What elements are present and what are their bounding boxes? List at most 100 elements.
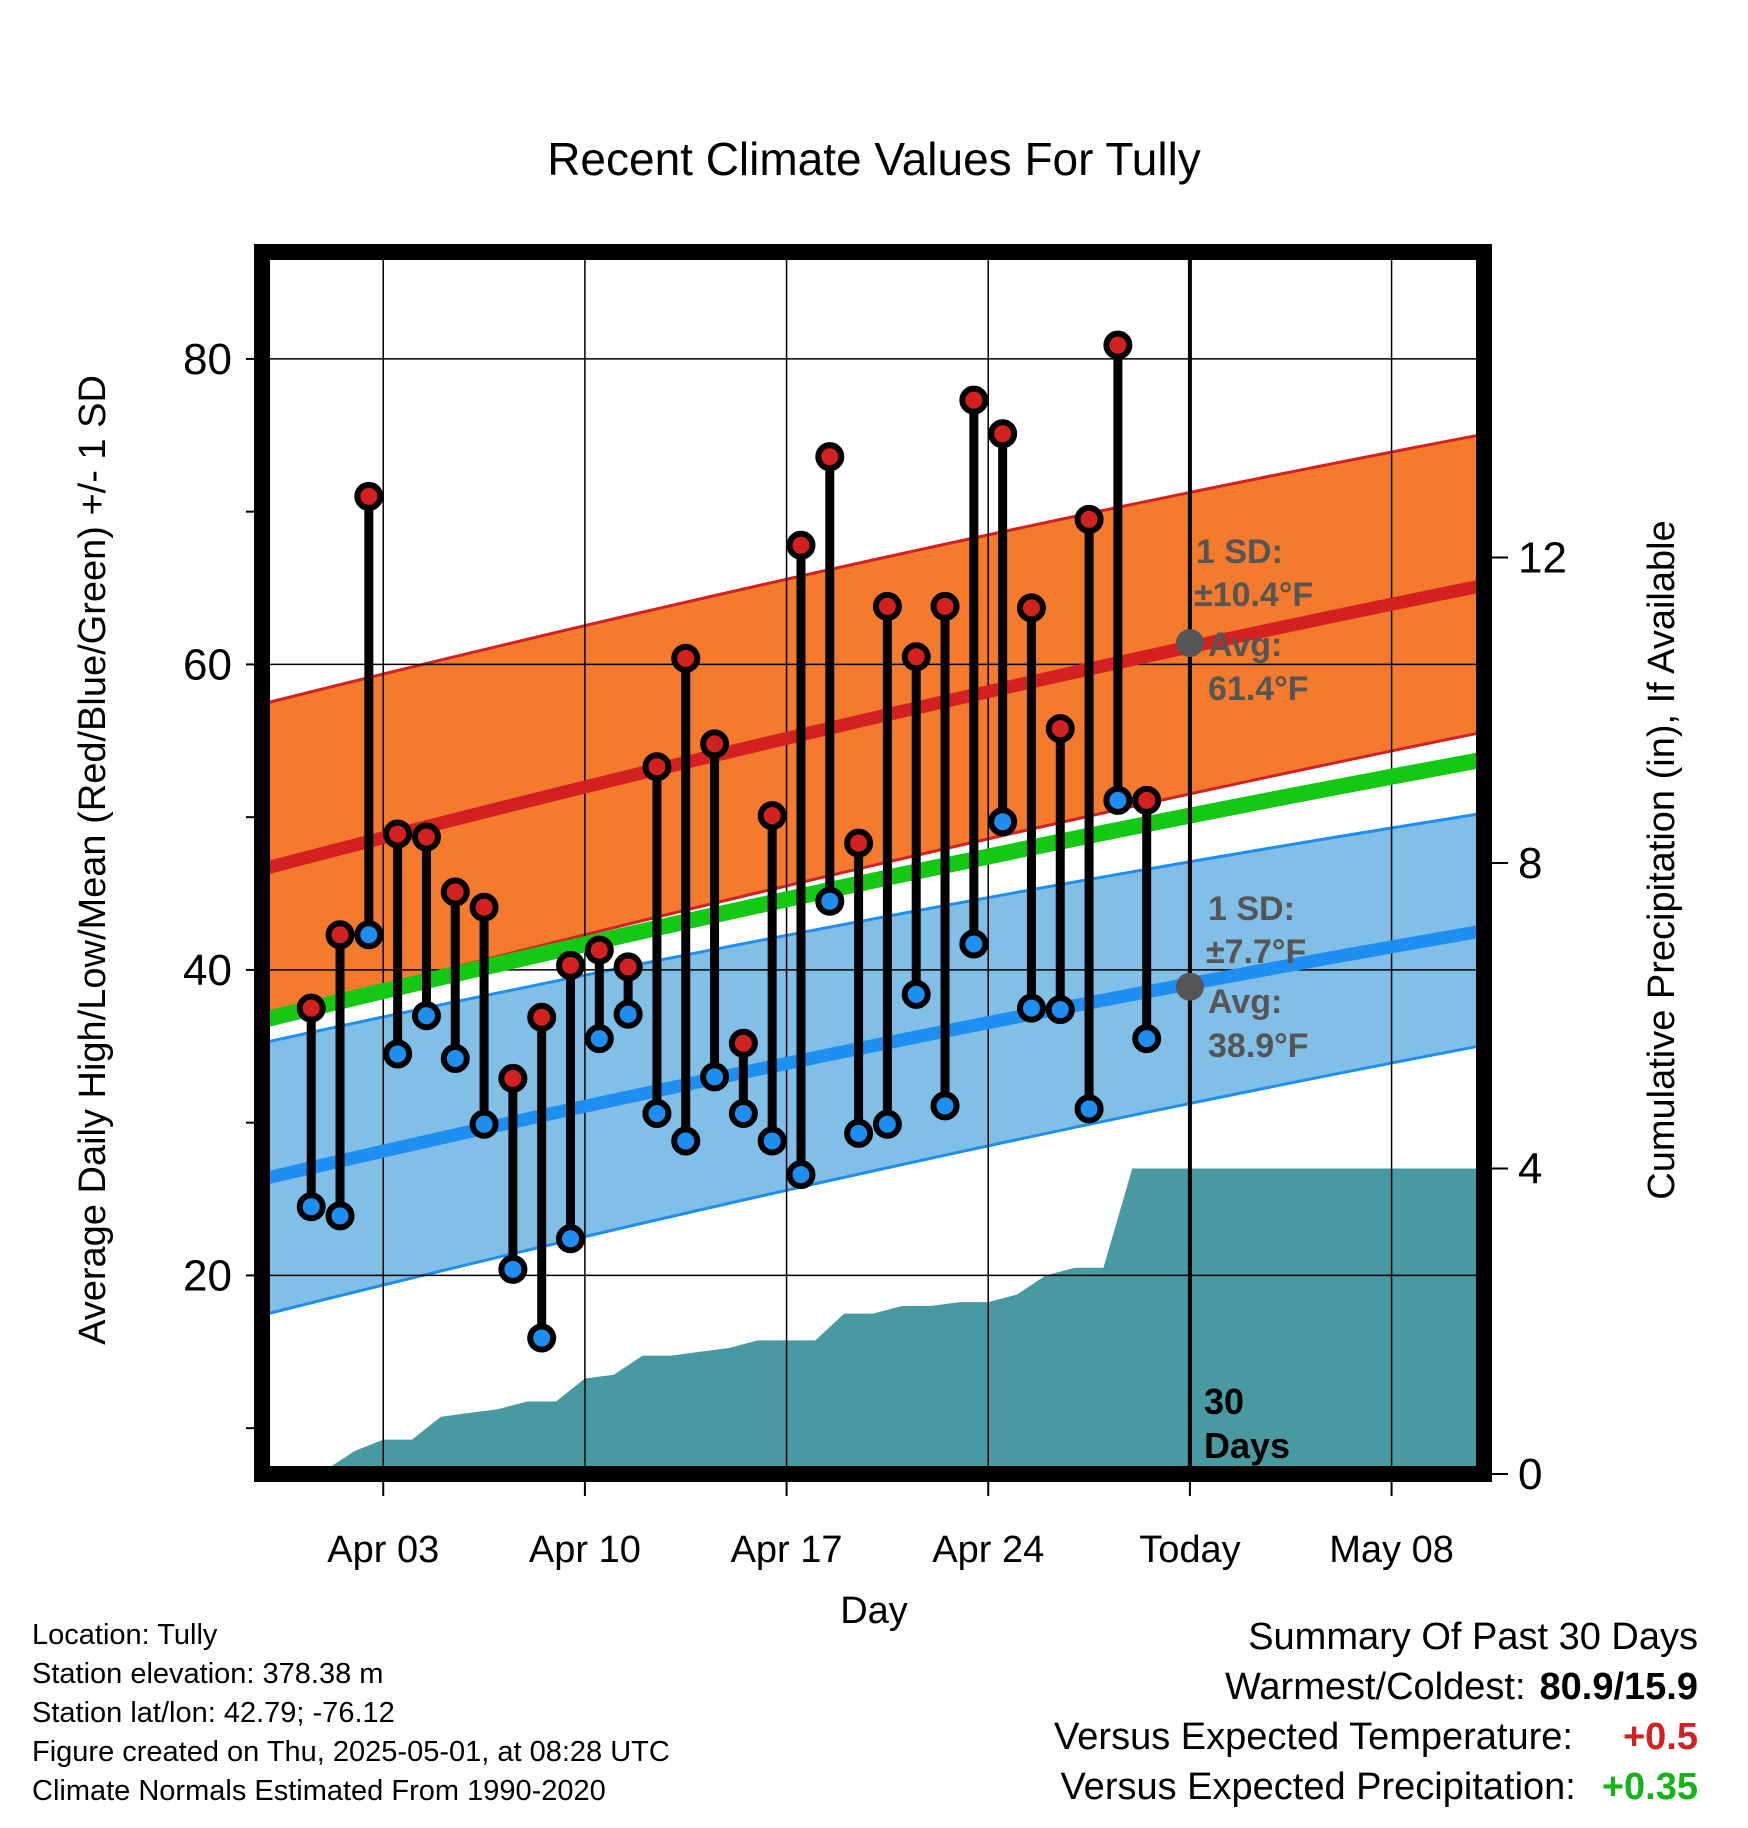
daily-high-point (1103, 330, 1133, 360)
daily-low-point (440, 1044, 470, 1074)
daily-low-point (844, 1118, 874, 1148)
x-tick-label: Today (1139, 1529, 1240, 1571)
temp-row: Versus Expected Temperature: +0.5 (1054, 1712, 1698, 1762)
low-avg-label: Avg: (1208, 983, 1282, 1021)
y2-tick-label: 0 (1518, 1450, 1542, 1499)
daily-high-point (584, 935, 614, 965)
daily-low-point (872, 1109, 902, 1139)
daily-high-point (296, 993, 326, 1023)
daily-high-point (901, 642, 931, 672)
y2-tick-label: 12 (1518, 534, 1567, 583)
precip-label: Versus Expected Precipitation: (1060, 1766, 1576, 1808)
window-label-days: Days (1204, 1425, 1290, 1466)
y-axis-label: Average Daily High/Low/Mean (Red/Blue/Gr… (72, 375, 114, 1345)
mean-normal-line (266, 752, 1480, 1027)
summary-panel: Summary Of Past 30 Days Warmest/Coldest:… (1054, 1612, 1698, 1812)
daily-high-point (527, 1002, 557, 1032)
precip-row: Versus Expected Precipitation: +0.35 (1054, 1762, 1698, 1812)
y-tick-label: 60 (183, 640, 232, 689)
daily-low-point (325, 1201, 355, 1231)
daily-high-point (498, 1063, 528, 1093)
window-label-count: 30 (1204, 1381, 1244, 1422)
daily-low-point (383, 1039, 413, 1069)
daily-low-point (411, 1001, 441, 1031)
daily-low-point (584, 1024, 614, 1054)
daily-low-point (1016, 993, 1046, 1023)
daily-low-point (959, 929, 989, 959)
warmest-label: Warmest/Coldest: (1224, 1666, 1526, 1708)
elevation-text: Station elevation: 378.38 m (32, 1658, 384, 1690)
precip-value: +0.35 (1601, 1766, 1698, 1808)
x-tick-label: May 08 (1329, 1529, 1454, 1571)
daily-low-point (671, 1126, 701, 1156)
daily-high-point (786, 530, 816, 560)
daily-low-point (700, 1062, 730, 1092)
location-text: Location: Tully (32, 1619, 218, 1651)
low-avg-value: 38.9°F (1208, 1027, 1309, 1065)
daily-low-point (613, 999, 643, 1029)
daily-high-point (930, 591, 960, 621)
warmest-value: 80.9/15.9 (1539, 1666, 1698, 1708)
daily-high-point (728, 1028, 758, 1058)
y2-axis-label: Cumulative Precipitation (in), If Availa… (1641, 520, 1683, 1199)
created-text: Figure created on Thu, 2025-05-01, at 08… (32, 1736, 670, 1768)
high-avg-label: Avg: (1208, 626, 1282, 664)
daily-high-point (1132, 785, 1162, 815)
daily-high-point (383, 819, 413, 849)
normals-text: Climate Normals Estimated From 1990-2020 (32, 1775, 606, 1807)
low-sd-value: ±7.7°F (1206, 933, 1306, 971)
daily-high-point (354, 481, 384, 511)
high-sd-value: ±10.4°F (1194, 576, 1313, 614)
temp-label: Versus Expected Temperature: (1054, 1716, 1573, 1758)
y-tick-label: 80 (183, 335, 232, 384)
daily-high-point (988, 419, 1018, 449)
daily-low-point (556, 1224, 585, 1254)
y-tick-label: 20 (183, 1251, 232, 1300)
daily-high-point (844, 828, 874, 858)
y2-tick-label: 8 (1518, 839, 1542, 888)
high-upper-line (267, 433, 1479, 705)
daily-high-point (642, 752, 672, 782)
daily-high-point (815, 442, 845, 472)
x-tick-label: Apr 17 (731, 1529, 843, 1571)
daily-high-point (325, 920, 355, 950)
precip-area (268, 1168, 1478, 1474)
daily-high-point (613, 952, 643, 982)
high-sd-label: 1 SD: (1196, 533, 1283, 571)
daily-low-point (296, 1192, 326, 1222)
daily-high-point (469, 892, 499, 922)
daily-low-point (498, 1254, 528, 1284)
daily-low-point (527, 1323, 557, 1353)
temp-value: +0.5 (1622, 1716, 1698, 1758)
daily-low-point (728, 1099, 758, 1129)
low-avg-marker (1175, 972, 1204, 1001)
x-tick-label: Apr 03 (327, 1529, 439, 1571)
daily-high-point (1016, 593, 1046, 623)
daily-high-point (671, 643, 701, 673)
daily-low-point (1045, 995, 1075, 1025)
plot-frame (254, 244, 1492, 1482)
daily-low-point (930, 1091, 960, 1121)
y2-tick-label: 4 (1518, 1145, 1542, 1194)
summary-title: Summary Of Past 30 Days (1248, 1616, 1698, 1658)
daily-high-point (757, 801, 787, 831)
daily-low-point (757, 1126, 787, 1156)
daily-low-point (786, 1160, 816, 1190)
daily-high-point (872, 591, 902, 621)
daily-high-point (556, 950, 585, 980)
chart-title: Recent Climate Values For Tully (547, 133, 1201, 185)
daily-high-point (440, 877, 470, 907)
daily-low-point (988, 807, 1018, 837)
high-normal-line (266, 580, 1480, 874)
station-info: Location: Tully Station elevation: 378.3… (32, 1616, 670, 1811)
daily-high-point (411, 822, 441, 852)
plot-area: 1 SD: ±10.4°F Avg: 61.4°F 1 SD: ±7.7°F Avg: 38.… (262, 252, 1484, 1474)
low-lower-line (267, 1044, 1479, 1316)
low-upper-line (267, 812, 1479, 1044)
high-avg-value: 61.4°F (1208, 670, 1309, 708)
low-sd-label: 1 SD: (1208, 890, 1295, 928)
daily-high-point (959, 385, 989, 415)
low-normal-line (266, 925, 1480, 1185)
daily-high-point (1074, 504, 1104, 534)
